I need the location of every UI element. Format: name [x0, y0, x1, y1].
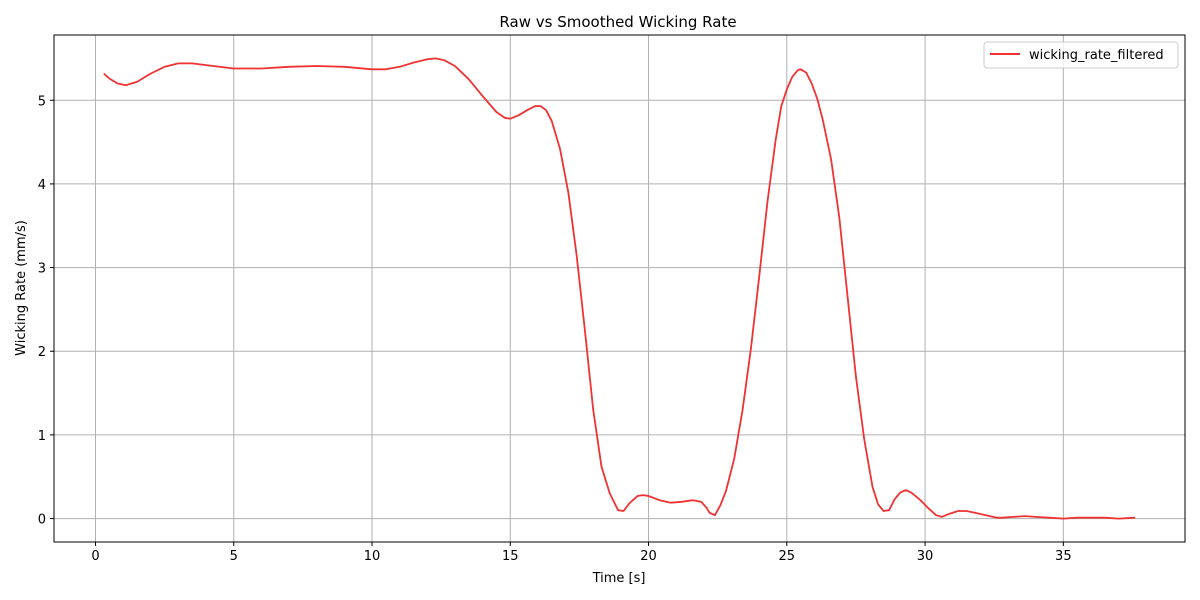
- x-tick-label: 35: [1055, 549, 1072, 564]
- x-tick-label: 25: [779, 549, 796, 564]
- y-tick-label: 5: [38, 94, 46, 109]
- y-tick-label: 2: [38, 345, 46, 360]
- x-tick-label: 15: [502, 549, 519, 564]
- y-tick-label: 0: [38, 513, 46, 528]
- chart-title: Raw vs Smoothed Wicking Rate: [499, 13, 736, 31]
- x-tick-label: 30: [917, 549, 934, 564]
- legend-box: [983, 41, 1179, 69]
- grid-lines: [54, 35, 1185, 542]
- y-tick-label: 3: [38, 262, 46, 277]
- legend-label: wicking_rate_filtered: [1029, 48, 1164, 63]
- axis-ticks: 0 5 10 15 20 25 30 35 0 1 2 3 4 5: [38, 94, 1072, 564]
- y-axis-label: Wicking Rate (mm/s): [14, 220, 29, 356]
- plot-series: [103, 57, 1136, 520]
- y-tick-label: 4: [38, 178, 46, 193]
- x-tick-label: 10: [364, 549, 381, 564]
- x-tick-label: 0: [91, 549, 99, 564]
- legend: wicking_rate_filtered: [983, 41, 1179, 69]
- y-tick-label: 1: [38, 429, 46, 444]
- x-axis-label: Time [s]: [592, 571, 646, 586]
- series-line-wicking-rate-filtered: [103, 57, 1136, 520]
- plot-frame: [53, 34, 1186, 543]
- x-tick-label: 5: [230, 549, 238, 564]
- x-tick-label: 20: [640, 549, 657, 564]
